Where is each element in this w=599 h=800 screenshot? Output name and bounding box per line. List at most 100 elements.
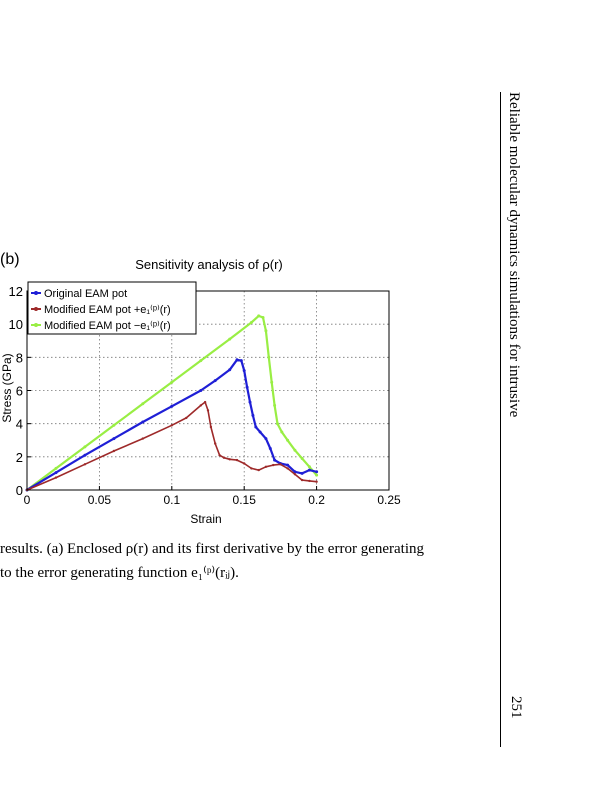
y-tick-label: 2: [16, 450, 23, 465]
series-point: [286, 467, 289, 470]
series-point: [228, 368, 232, 372]
series-point: [293, 448, 297, 452]
series-point: [141, 402, 145, 406]
series-point: [199, 359, 203, 363]
series-point: [83, 445, 87, 449]
series-point: [214, 442, 217, 445]
series-point: [228, 458, 231, 461]
series-layer: [25, 314, 319, 492]
page-number: 251: [506, 696, 526, 736]
series-point: [286, 438, 290, 442]
series-point: [273, 403, 277, 407]
series-point: [279, 463, 282, 466]
y-tick-label: 6: [16, 384, 23, 399]
series-point: [228, 337, 232, 341]
x-tick-label: 0.25: [377, 493, 401, 507]
legend-marker: [34, 307, 38, 311]
series-point: [276, 422, 279, 426]
series-point: [251, 413, 255, 417]
series-point: [170, 380, 174, 384]
y-tick-label: 10: [9, 317, 23, 332]
running-head: Reliable molecular dynamics simulations …: [504, 92, 524, 512]
series-point: [170, 424, 173, 427]
legend-entry: Modified EAM pot −e₁⁽ᵖ⁾(r): [44, 320, 171, 332]
series-point: [199, 389, 203, 392]
series-point: [206, 409, 210, 412]
series-point: [250, 467, 253, 470]
x-tick-label: 0.2: [308, 493, 325, 507]
series-point: [261, 316, 265, 319]
margin-rule: [500, 92, 501, 747]
series-point: [315, 470, 319, 474]
series-point: [235, 358, 239, 362]
x-tick-label: 0.05: [88, 493, 112, 507]
x-tick-label: 0.1: [163, 493, 180, 507]
series-point: [308, 479, 311, 483]
series-point: [54, 476, 58, 479]
series-point: [258, 430, 262, 434]
series-point: [54, 471, 58, 475]
legend: Original EAM pot Modified EAM pot +e₁⁽ᵖ⁾(…: [27, 281, 197, 335]
series-point: [54, 466, 58, 470]
panel-label: (b): [0, 251, 20, 268]
legend-marker: [34, 291, 38, 295]
series-point: [83, 453, 87, 457]
series-point: [243, 462, 246, 465]
chart-title: Sensitivity analysis of ρ(r): [135, 257, 283, 272]
series-point: [270, 380, 274, 384]
series-point: [267, 355, 271, 359]
series-point: [264, 437, 268, 441]
y-axis-label: Stress (GPa): [0, 353, 14, 422]
series-point: [239, 359, 243, 363]
legend-entry: Modified EAM pot +e₁⁽ᵖ⁾(r): [44, 304, 171, 316]
y-tick-label: 12: [9, 284, 23, 299]
series-point: [112, 449, 116, 453]
series-point: [307, 465, 311, 469]
series-point: [257, 468, 260, 472]
series-point: [112, 423, 116, 427]
series-point: [264, 329, 268, 333]
series-point: [248, 400, 252, 404]
series-point: [254, 425, 258, 429]
series-point: [235, 458, 239, 462]
series-point: [268, 447, 272, 450]
figure-caption: results. (a) Enclosed ρ(r) and its first…: [0, 537, 424, 585]
legend-entry: Original EAM pot: [44, 288, 127, 300]
series-point: [141, 437, 144, 440]
series-point: [141, 420, 145, 424]
series-point: [203, 400, 207, 404]
running-head-text: Reliable molecular dynamics simulations …: [506, 92, 522, 418]
series-point: [170, 404, 174, 408]
series-point: [272, 463, 275, 467]
series-point: [112, 437, 116, 441]
series-point: [213, 379, 217, 383]
series-point: [222, 456, 226, 459]
y-tick-label: 4: [16, 417, 23, 432]
series-point: [300, 478, 304, 482]
x-tick-label: 0: [24, 493, 31, 507]
series-point: [300, 471, 304, 475]
series-point: [218, 454, 221, 457]
series-point: [293, 473, 297, 476]
series-point: [242, 369, 246, 373]
plot-frame: [26, 290, 390, 491]
x-axis-label: Strain: [190, 512, 221, 526]
y-tick-label: 8: [16, 350, 23, 365]
page-number-text: 251: [508, 696, 524, 719]
series-point: [249, 321, 253, 324]
series-point: [209, 425, 213, 429]
caption-line-1: results. (a) Enclosed ρ(r) and its first…: [0, 541, 424, 557]
x-tick-label: 0.15: [233, 493, 257, 507]
series-line: [26, 314, 318, 491]
series-point: [257, 314, 261, 318]
series-point: [315, 473, 319, 477]
series-point: [293, 470, 297, 474]
legend-box: [27, 281, 197, 335]
series-point: [273, 458, 277, 462]
axis-ticks: 0 0.05 0.1 0.15 0.2 0.25 0 2 4 6 8 10 12: [9, 284, 401, 507]
series-point: [280, 430, 284, 434]
series-point: [300, 457, 304, 460]
series-point: [307, 468, 311, 472]
series-point: [83, 463, 87, 466]
